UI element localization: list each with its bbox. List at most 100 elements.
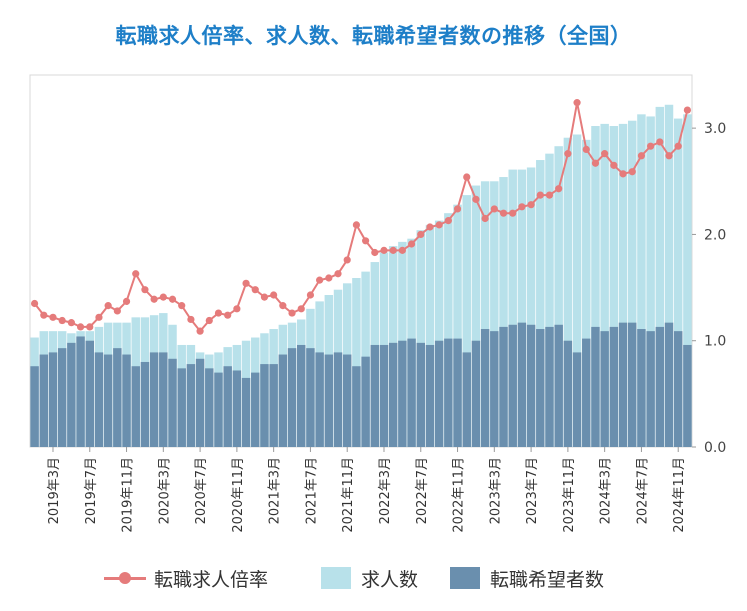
seekers-bar [462, 352, 471, 447]
seekers-bar [673, 331, 683, 447]
seekers-bar [85, 340, 94, 447]
ratio-point [647, 142, 655, 150]
seekers-bar [205, 368, 214, 447]
jobs-bar [664, 104, 674, 447]
ratio-point [214, 309, 223, 317]
ratio-point [297, 305, 305, 313]
x-tick-label: 2022年11月 [452, 457, 467, 533]
ratio-point [270, 291, 278, 299]
seekers-bar [370, 344, 380, 447]
ratio-point [389, 246, 397, 254]
seekers-bar [490, 331, 499, 447]
ratio-point [674, 142, 682, 150]
jobs-bar [462, 195, 471, 447]
seekers-bar [94, 352, 104, 447]
seekers-bar [287, 348, 297, 447]
ratio-point [113, 307, 121, 315]
seekers-bar [103, 354, 113, 447]
seekers-bar [251, 372, 260, 447]
jobs-bar [499, 177, 508, 447]
ratio-point [122, 297, 131, 305]
jobs-bar [453, 204, 462, 447]
jobs-bar [609, 126, 619, 447]
jobs-bar [536, 160, 545, 447]
jobs-bar [352, 278, 361, 447]
jobs-bar [600, 123, 609, 448]
seekers-bar [398, 340, 407, 447]
x-tick-label: 2019年7月 [84, 457, 99, 524]
x-tick-label: 2023年11月 [562, 457, 577, 533]
plot-area [29, 74, 693, 448]
ratio-point [242, 279, 250, 287]
seekers-bar [67, 342, 76, 447]
jobs-bar [582, 139, 591, 447]
seekers-bar [508, 324, 517, 447]
jobs-bar [490, 181, 499, 448]
seekers-bar [131, 366, 140, 447]
ratio-point [86, 323, 94, 331]
jobs-bar [526, 167, 536, 447]
x-tick-label: 2023年3月 [488, 457, 503, 524]
x-tick-label: 2024年3月 [599, 457, 614, 524]
ratio-point [656, 138, 664, 146]
ratio-point [435, 221, 443, 229]
seekers-bar [379, 344, 389, 447]
jobs-bar [646, 116, 655, 448]
ratio-point [49, 313, 57, 321]
seekers-bar [591, 326, 600, 447]
seekers-bar [444, 338, 453, 447]
seekers-bar [48, 352, 58, 447]
seekers-bar [582, 338, 591, 447]
ratio-point [95, 313, 103, 321]
jobs-bar [683, 114, 692, 447]
ratio-point [352, 221, 361, 229]
seekers-bar [269, 364, 278, 447]
seekers-bar [122, 354, 131, 447]
ratio-point [251, 286, 259, 294]
jobs-bar [480, 181, 490, 448]
ratio-point [288, 309, 296, 317]
x-tick-label: 2024年11月 [672, 457, 687, 533]
ratio-point [76, 323, 85, 331]
jobs-bar [508, 169, 517, 447]
legend: 転職求人倍率 求人数 転職希望者数 [0, 563, 747, 593]
seekers-bar [149, 352, 159, 447]
seekers-bar [572, 352, 582, 447]
ratio-point [58, 316, 66, 325]
ratio-point [637, 152, 646, 160]
legend-label-ratio: 転職求人倍率 [154, 568, 269, 591]
x-tick-label: 2023年7月 [525, 457, 540, 524]
ratio-point [601, 150, 609, 158]
ratio-point [178, 302, 186, 310]
ratio-point [30, 299, 39, 308]
ratio-point [426, 223, 434, 231]
ratio-point [683, 106, 692, 114]
seekers-bar [232, 370, 242, 447]
ratio-point [187, 315, 195, 324]
ratio-point [573, 99, 581, 107]
ratio-point [104, 302, 112, 310]
jobs-bar [434, 220, 444, 447]
seekers-bar [434, 340, 444, 447]
ratio-point [610, 161, 618, 169]
x-tick-label: 2024年7月 [635, 457, 650, 524]
jobs-bar [554, 146, 563, 447]
jobs-bar [572, 134, 582, 447]
x-tick-label: 2021年11月 [341, 457, 356, 533]
chart-svg: 0.0 1.0 2.0 3.0 2019年3月 2019年7月 2019年11月 2020年… [29, 74, 726, 533]
ratio-point [380, 246, 388, 254]
seekers-bar [297, 344, 306, 447]
seekers-bar [618, 322, 628, 447]
seekers-bar [30, 366, 39, 447]
ratio-point [665, 152, 673, 160]
jobs-bar [618, 123, 628, 448]
ratio-point [371, 248, 379, 257]
seekers-bar [480, 329, 490, 447]
x-tick-label: 2020年3月 [157, 457, 172, 524]
legend-item-jobs: 求人数 [321, 563, 418, 593]
ratio-point [306, 291, 315, 299]
legend-swatch-seekers [450, 567, 480, 589]
seekers-bar [223, 366, 232, 447]
seekers-bar [471, 340, 481, 447]
ratio-point [628, 168, 636, 176]
